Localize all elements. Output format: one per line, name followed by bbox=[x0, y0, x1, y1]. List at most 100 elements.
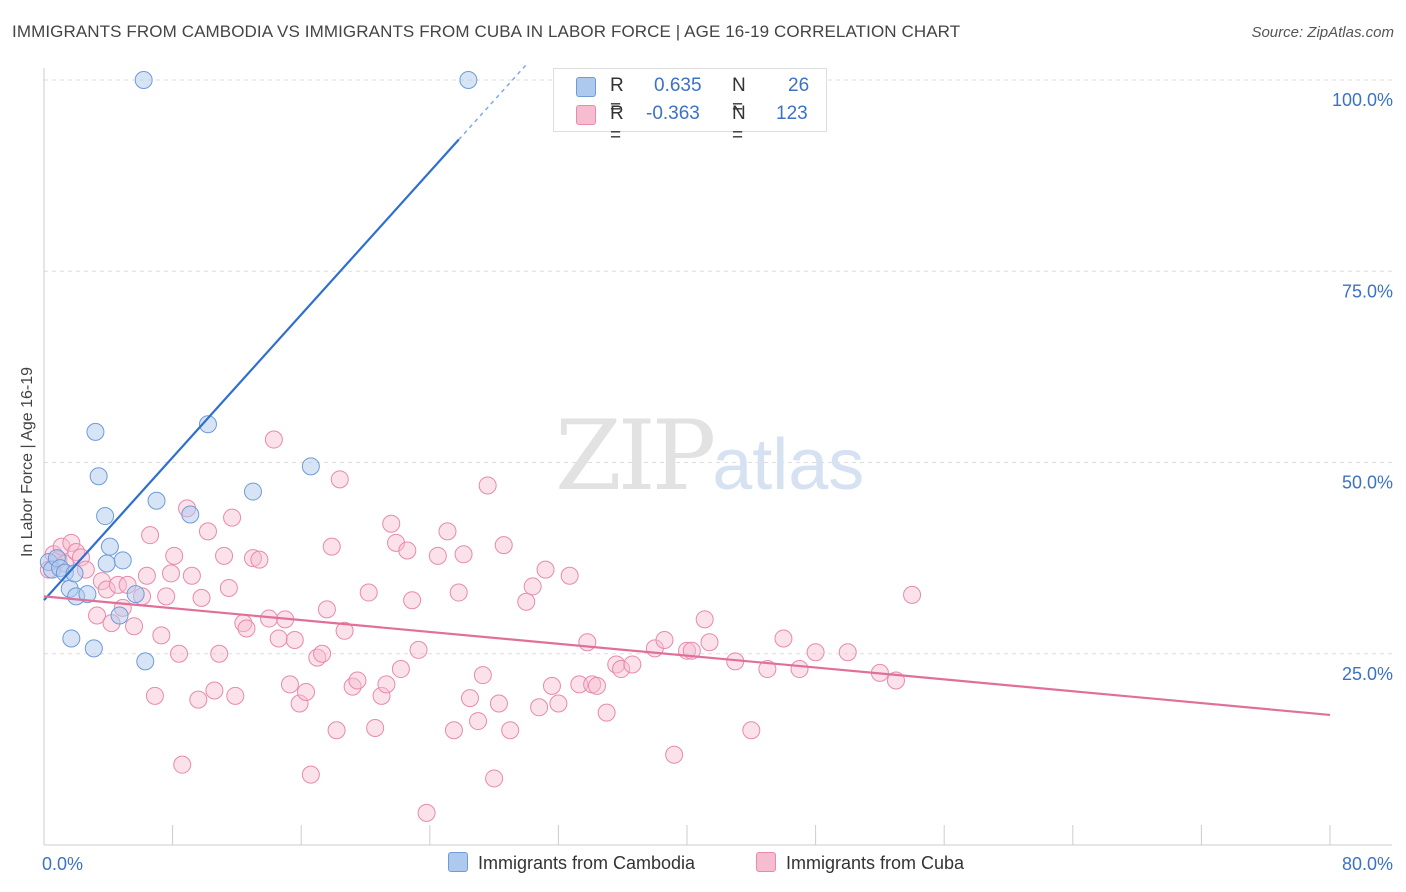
cuba-point bbox=[530, 698, 549, 717]
cuba-legend-swatch bbox=[756, 852, 776, 872]
cuba-point bbox=[838, 643, 857, 662]
cuba-point bbox=[742, 721, 761, 740]
cuba-point bbox=[454, 545, 473, 564]
cambodia-point bbox=[459, 71, 478, 89]
cuba-point bbox=[377, 675, 396, 694]
cuba-point bbox=[141, 526, 160, 545]
cuba-point bbox=[157, 587, 176, 606]
cuba-point bbox=[438, 522, 457, 541]
r-label: R = bbox=[610, 103, 624, 146]
chart-title: IMMIGRANTS FROM CAMBODIA VS IMMIGRANTS F… bbox=[12, 22, 961, 41]
cuba-point bbox=[88, 606, 107, 625]
cuba-point bbox=[774, 629, 793, 648]
cambodia-point bbox=[136, 652, 155, 671]
cuba-point bbox=[806, 643, 825, 662]
cambodia-trend-extension bbox=[458, 64, 527, 141]
cuba-point bbox=[348, 671, 367, 690]
cuba-point bbox=[597, 703, 616, 722]
cuba-point bbox=[269, 629, 288, 648]
cambodia-point bbox=[86, 422, 105, 441]
gridlines bbox=[44, 79, 1392, 655]
y-tick-label: 50.0% bbox=[1342, 473, 1393, 493]
cambodia-point bbox=[110, 606, 129, 625]
r-value: -0.363 bbox=[646, 103, 700, 124]
cuba-point bbox=[478, 476, 497, 495]
stats-legend: R = 0.635 N = 26 R = -0.363 N = 123 bbox=[553, 68, 827, 146]
cuba-point bbox=[517, 592, 536, 611]
cambodia-point bbox=[97, 554, 116, 573]
cuba-point bbox=[243, 549, 262, 568]
cuba-point bbox=[182, 566, 201, 585]
cuba-point bbox=[161, 564, 180, 583]
cuba-point bbox=[125, 617, 144, 636]
cuba-point bbox=[542, 676, 561, 695]
watermark-atlas: atlas bbox=[712, 425, 865, 505]
cambodia-point bbox=[147, 491, 166, 510]
y-axis-label: In Labor Force | Age 16-19 bbox=[19, 366, 36, 558]
cuba-point bbox=[215, 546, 234, 565]
cuba-point bbox=[189, 690, 208, 709]
cuba-swatch bbox=[576, 105, 596, 125]
cuba-point bbox=[359, 583, 378, 602]
cuba-point bbox=[322, 537, 341, 556]
cuba-point bbox=[391, 660, 410, 679]
trend-lines bbox=[43, 64, 1331, 717]
cambodia-point bbox=[301, 457, 320, 476]
cambodia-trend-line bbox=[43, 138, 460, 601]
cuba-point bbox=[366, 718, 385, 737]
cuba-point bbox=[280, 675, 299, 694]
cuba-point bbox=[549, 694, 568, 713]
cambodia-point bbox=[243, 482, 262, 501]
cuba-point bbox=[223, 508, 242, 527]
cuba-point bbox=[290, 694, 309, 713]
y-tick-label: 25.0% bbox=[1342, 664, 1393, 684]
cuba-point bbox=[460, 689, 479, 708]
cuba-point bbox=[317, 600, 336, 619]
cuba-point bbox=[623, 655, 642, 674]
y-tick-label: 100.0% bbox=[1332, 90, 1393, 110]
cuba-point bbox=[226, 686, 245, 705]
cuba-point bbox=[205, 681, 224, 700]
cuba-point bbox=[501, 721, 520, 740]
cuba-point bbox=[409, 640, 428, 659]
cuba-point bbox=[612, 660, 631, 679]
cuba-point bbox=[665, 745, 684, 764]
cuba-point bbox=[489, 694, 508, 713]
cuba-point bbox=[219, 578, 238, 597]
cuba-point bbox=[192, 588, 211, 607]
cuba-points bbox=[39, 430, 922, 822]
tick-labels: 25.0% 50.0% 75.0% 100.0% 0.0% 80.0% bbox=[42, 90, 1393, 874]
cuba-point bbox=[417, 803, 436, 822]
watermark-zip: ZIP bbox=[555, 400, 716, 512]
n-label: N = bbox=[732, 103, 746, 146]
legend-item-cambodia: Immigrants from Cambodia bbox=[448, 852, 695, 874]
source-label: Source: ZipAtlas.com bbox=[1251, 24, 1394, 41]
cuba-trend-line bbox=[43, 595, 1331, 717]
cuba-point bbox=[758, 660, 777, 679]
cuba-point bbox=[523, 577, 542, 596]
cuba-point bbox=[330, 470, 349, 489]
cambodia-point bbox=[78, 585, 97, 604]
cuba-point bbox=[343, 677, 362, 696]
cuba-point bbox=[237, 619, 256, 638]
legend-label-cambodia: Immigrants from Cambodia bbox=[478, 853, 696, 873]
r-value: 0.635 bbox=[654, 75, 702, 96]
cuba-point bbox=[264, 430, 283, 449]
cambodia-point bbox=[100, 537, 119, 556]
cuba-point bbox=[67, 543, 86, 562]
cuba-point bbox=[285, 630, 304, 649]
cuba-point bbox=[152, 626, 171, 645]
cuba-point bbox=[700, 633, 719, 652]
cuba-point bbox=[97, 580, 116, 599]
cuba-point bbox=[578, 633, 597, 652]
cuba-point bbox=[327, 721, 346, 740]
cuba-point bbox=[335, 621, 354, 640]
cuba-point bbox=[250, 550, 269, 569]
cuba-point bbox=[145, 686, 164, 705]
x-tick-label: 0.0% bbox=[42, 854, 83, 874]
cuba-point bbox=[398, 541, 417, 560]
legend-item-cuba: Immigrants from Cuba bbox=[756, 852, 964, 874]
cuba-point bbox=[198, 522, 217, 541]
n-value: 123 bbox=[776, 103, 808, 124]
